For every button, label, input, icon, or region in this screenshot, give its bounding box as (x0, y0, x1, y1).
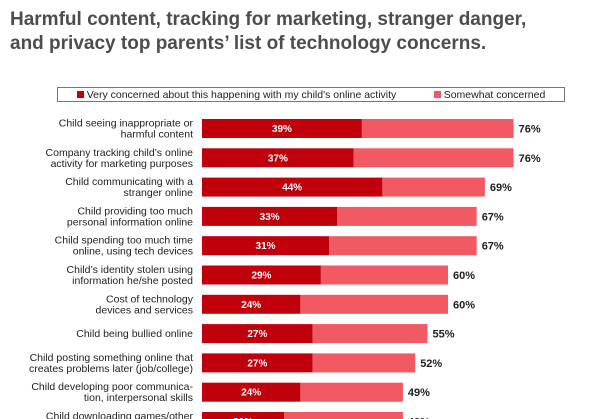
data-label-total: 76% (519, 153, 541, 165)
category-label: stranger online (124, 187, 194, 199)
data-label-total: 76% (519, 124, 541, 136)
bar-very-concerned (202, 294, 301, 314)
category-label: personal information online (67, 216, 193, 228)
legend-item-very: Very concerned about this happening with… (76, 88, 397, 101)
data-label-total: 67% (482, 211, 504, 223)
category-label: online, using tech devices (73, 246, 193, 258)
bar-somewhat-concerned (320, 265, 448, 285)
bar-very-concerned (202, 412, 284, 419)
category-label: Child’s identity stolen using (67, 264, 194, 276)
category-label: devices and services (96, 304, 193, 316)
data-label-total: 60% (453, 270, 475, 282)
category-label: Child downloading games/other (46, 411, 194, 419)
bar-somewhat-concerned (337, 206, 477, 226)
bar-very-concerned (202, 382, 301, 402)
bar-very-concerned (202, 206, 338, 226)
bar-somewhat-concerned (300, 382, 403, 402)
bar-somewhat-concerned (329, 236, 477, 256)
bar-very-concerned (202, 324, 313, 344)
bar-very-concerned (202, 148, 354, 168)
category-label: Child communicating with a (65, 176, 193, 188)
chart-legend: Very concerned about this happening with… (57, 87, 565, 102)
category-label: Child seeing inappropriate or (59, 118, 194, 130)
data-label-very: 39% (272, 124, 292, 135)
data-label-total: 69% (490, 182, 512, 194)
legend-swatch-somewhat (433, 91, 441, 98)
data-label-total: 49% (408, 417, 430, 419)
data-label-total: 49% (408, 387, 430, 399)
bar-very-concerned (202, 119, 362, 138)
data-label-very: 37% (268, 153, 288, 164)
bar-somewhat-concerned (312, 353, 416, 373)
category-label: creates problems later (job/college) (29, 363, 193, 375)
data-label-total: 52% (420, 358, 442, 370)
title-line-1: Harmful content, tracking for marketing,… (10, 9, 527, 30)
data-label-very: 24% (241, 300, 261, 311)
data-label-total: 67% (482, 241, 504, 253)
bar-somewhat-concerned (353, 148, 514, 168)
data-label-very: 44% (282, 183, 302, 194)
bar-somewhat-concerned (284, 412, 403, 419)
data-label-very: 24% (241, 388, 261, 399)
bar-somewhat-concerned (312, 324, 428, 344)
data-label-very: 27% (247, 358, 267, 369)
bar-somewhat-concerned (382, 177, 485, 197)
data-label-very: 31% (256, 241, 276, 252)
bar-very-concerned (202, 353, 313, 373)
legend-label-very: Very concerned about this happening with… (86, 88, 397, 101)
data-label-very: 33% (260, 212, 280, 223)
legend-label-somewhat: Somewhat concerned (443, 88, 546, 101)
category-label: information he/she posted (72, 275, 193, 287)
chart-title: Harmful content, tracking for marketing,… (10, 8, 595, 56)
category-label: Cost of technology (106, 293, 194, 305)
data-label-very: 27% (247, 329, 267, 340)
data-label-very: 20% (233, 417, 253, 419)
category-label: Child spending too much time (55, 235, 193, 247)
category-label: Child developing poor communica- (31, 381, 193, 393)
data-label-very: 29% (251, 271, 271, 282)
category-label: Company tracking child’s online (46, 147, 194, 159)
bar-very-concerned (202, 265, 321, 285)
category-label: Child posting something online that (30, 352, 194, 364)
category-label: activity for marketing purposes (51, 158, 193, 170)
category-label: harmful content (121, 129, 193, 141)
data-label-total: 60% (453, 299, 475, 311)
bar-somewhat-concerned (361, 119, 514, 138)
category-label: Child providing too much (77, 205, 193, 217)
legend-swatch-very (76, 91, 84, 98)
category-label: tion, interpersonal skills (84, 392, 193, 404)
title-line-2: and privacy top parents’ list of technol… (10, 33, 487, 54)
bar-very-concerned (202, 177, 383, 197)
bar-somewhat-concerned (300, 294, 448, 314)
data-label-total: 55% (433, 329, 455, 341)
category-label: Child being bullied online (76, 328, 193, 340)
bar-very-concerned (202, 236, 330, 256)
legend-item-somewhat: Somewhat concerned (433, 88, 546, 101)
